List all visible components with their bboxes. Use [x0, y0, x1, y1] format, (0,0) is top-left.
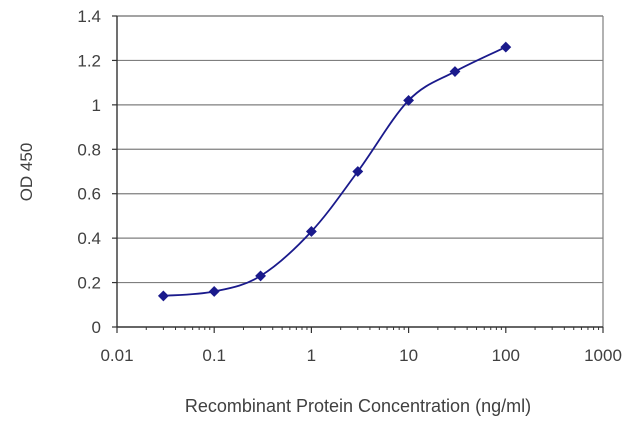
data-point-marker [255, 270, 267, 282]
x-tick-label: 0.01 [100, 346, 133, 365]
data-point-marker [208, 286, 220, 297]
y-axis-label: OD 450 [17, 143, 36, 202]
y-tick-label: 0.2 [77, 274, 101, 293]
y-tick-label: 1.4 [77, 7, 101, 26]
y-tick-label: 0.8 [77, 140, 101, 159]
y-tick-label: 0.6 [77, 185, 101, 204]
x-tick-label: 1000 [584, 346, 622, 365]
axes: 0 0.2 0.4 0.6 0.8 1 1.2 1.4 0.01 0.1 1 10 100 1000 [77, 7, 622, 365]
y-tick-label: 0 [92, 318, 101, 337]
data-point-marker [403, 94, 415, 106]
y-tick-label: 1.2 [77, 51, 101, 70]
x-tick-label: 0.1 [202, 346, 226, 365]
data-point-marker [500, 41, 512, 53]
x-tick-label: 10 [399, 346, 418, 365]
series-line [163, 46, 507, 297]
data-point-marker [352, 166, 364, 177]
data-point-marker [157, 290, 169, 302]
x-tick-label: 1 [307, 346, 316, 365]
grid-lines [117, 15, 603, 284]
data-point-marker [305, 226, 317, 237]
x-axis-label: Recombinant Protein Concentration (ng/ml… [185, 396, 531, 416]
data-point-marker [449, 66, 461, 77]
x-tick-label: 100 [492, 346, 520, 365]
y-tick-label: 1 [92, 96, 101, 115]
y-tick-label: 0.4 [77, 229, 101, 248]
axis-labels: Recombinant Protein Concentration (ng/ml… [17, 143, 531, 416]
data-series [157, 41, 512, 302]
